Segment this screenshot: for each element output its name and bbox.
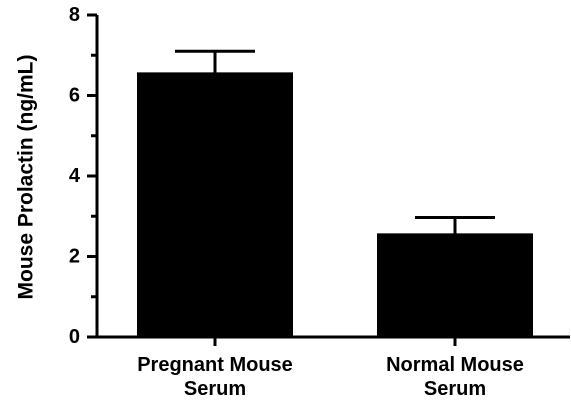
y-axis-title: Mouse Prolactin (ng/mL) <box>15 54 38 299</box>
x-category-label-line: Serum <box>184 378 246 400</box>
x-category-label-line: Serum <box>424 378 486 400</box>
y-tick-label: 2 <box>69 246 80 268</box>
x-category-label: Pregnant Mouse Serum <box>137 354 293 400</box>
y-tick-label: 0 <box>69 326 80 348</box>
bar <box>137 72 293 339</box>
x-category-label-line: Pregnant Mouse <box>137 354 293 376</box>
y-tick-label: 8 <box>69 4 80 26</box>
bar <box>377 233 533 338</box>
y-tick-label: 4 <box>69 165 81 187</box>
x-category-label: Normal Mouse Serum <box>386 354 524 400</box>
y-tick-label: 6 <box>69 85 80 107</box>
x-category-label-line: Normal Mouse <box>386 354 524 376</box>
